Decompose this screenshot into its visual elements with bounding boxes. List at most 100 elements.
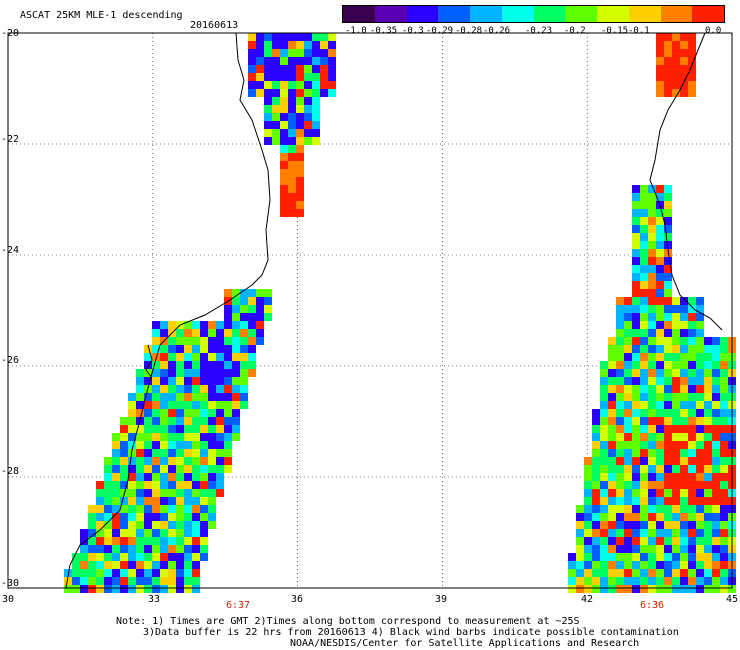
wind-cell: [312, 113, 320, 121]
wind-cell: [704, 577, 712, 585]
wind-cell: [648, 209, 656, 217]
wind-cell: [312, 33, 320, 41]
wind-cell: [648, 449, 656, 457]
wind-cell: [152, 353, 160, 361]
wind-cell: [664, 241, 672, 249]
wind-cell: [208, 393, 216, 401]
map-title: ASCAT 25KM MLE-1 descending: [20, 10, 183, 21]
wind-cell: [192, 369, 200, 377]
wind-cell: [192, 401, 200, 409]
wind-cell: [672, 545, 680, 553]
wind-cell: [672, 81, 680, 89]
wind-cell: [648, 497, 656, 505]
wind-cell: [624, 553, 632, 561]
wind-cell: [312, 65, 320, 73]
wind-cell: [128, 537, 136, 545]
wind-cell: [616, 305, 624, 313]
wind-cell: [152, 441, 160, 449]
wind-cell: [600, 489, 608, 497]
wind-cell: [608, 561, 616, 569]
wind-cell: [656, 57, 664, 65]
wind-cell: [632, 305, 640, 313]
wind-cell: [712, 337, 720, 345]
wind-cell: [632, 417, 640, 425]
wind-cell: [688, 345, 696, 353]
wind-cell: [176, 521, 184, 529]
wind-cell: [152, 369, 160, 377]
wind-cell: [696, 337, 704, 345]
wind-cell: [192, 433, 200, 441]
wind-cell: [168, 553, 176, 561]
wind-cell: [120, 537, 128, 545]
wind-cell: [168, 393, 176, 401]
wind-cell: [632, 369, 640, 377]
wind-cell: [680, 329, 688, 337]
wind-cell: [592, 505, 600, 513]
wind-cell: [224, 385, 232, 393]
wind-cell: [304, 41, 312, 49]
wind-cell: [216, 409, 224, 417]
wind-cell: [720, 345, 728, 353]
wind-cell: [656, 345, 664, 353]
wind-cell: [208, 497, 216, 505]
wind-cell: [272, 81, 280, 89]
wind-cell: [224, 433, 232, 441]
wind-cell: [104, 473, 112, 481]
wind-cell: [312, 41, 320, 49]
wind-cell: [280, 169, 288, 177]
wind-cell: [688, 33, 696, 41]
wind-cell: [232, 393, 240, 401]
wind-cell: [160, 369, 168, 377]
wind-cell: [208, 489, 216, 497]
wind-cell: [608, 385, 616, 393]
wind-cell: [680, 417, 688, 425]
wind-cell: [208, 401, 216, 409]
wind-cell: [680, 545, 688, 553]
wind-cell: [200, 393, 208, 401]
wind-cell: [672, 361, 680, 369]
wind-cell: [712, 529, 720, 537]
wind-cell: [616, 457, 624, 465]
wind-cell: [720, 353, 728, 361]
wind-cell: [616, 353, 624, 361]
wind-cell: [672, 425, 680, 433]
wind-cell: [664, 257, 672, 265]
wind-cell: [696, 409, 704, 417]
wind-cell: [720, 457, 728, 465]
wind-cell: [568, 577, 576, 585]
wind-cell: [256, 321, 264, 329]
wind-cell: [672, 409, 680, 417]
wind-cell: [672, 41, 680, 49]
wind-cell: [640, 201, 648, 209]
wind-cell: [112, 497, 120, 505]
wind-cell: [720, 393, 728, 401]
wind-cell: [200, 433, 208, 441]
wind-cell: [176, 577, 184, 585]
wind-cell: [704, 425, 712, 433]
wind-cell: [168, 353, 176, 361]
wind-cell: [176, 393, 184, 401]
wind-cell: [616, 329, 624, 337]
wind-cell: [224, 321, 232, 329]
wind-cell: [136, 537, 144, 545]
wind-cell: [160, 465, 168, 473]
wind-cell: [696, 521, 704, 529]
wind-cell: [640, 489, 648, 497]
wind-cell: [720, 337, 728, 345]
wind-cell: [656, 433, 664, 441]
wind-cell: [192, 425, 200, 433]
wind-cell: [120, 417, 128, 425]
wind-cell: [688, 377, 696, 385]
wind-cell: [232, 313, 240, 321]
wind-cell: [608, 369, 616, 377]
wind-cell: [648, 529, 656, 537]
wind-cell: [288, 209, 296, 217]
wind-cell: [640, 297, 648, 305]
wind-cell: [112, 441, 120, 449]
wind-cell: [184, 329, 192, 337]
wind-cell: [616, 321, 624, 329]
wind-cell: [600, 537, 608, 545]
wind-cell: [152, 529, 160, 537]
wind-cell: [688, 481, 696, 489]
wind-cell: [304, 33, 312, 41]
